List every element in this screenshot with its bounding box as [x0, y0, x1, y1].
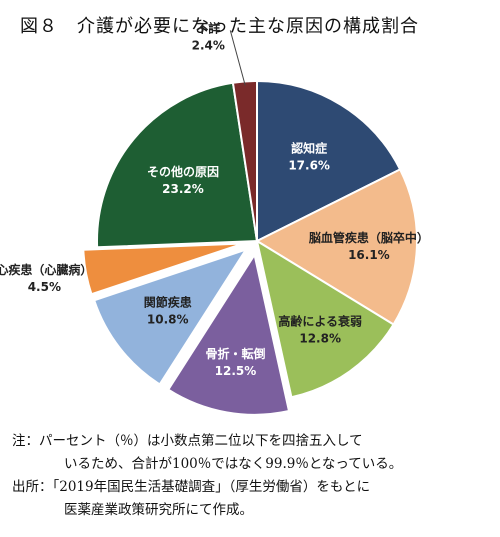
note-line-2: いるため、合計が100％ではなく99.9％となっている。 [64, 456, 403, 472]
pie-slice-8 [231, 79, 258, 242]
pie-slice-7 [96, 81, 259, 249]
slice-value-label-4: 12.5% [215, 364, 257, 378]
chart-title: 図８ 介護が必要になった主な原因の構成割合 [20, 16, 419, 37]
slice-value-label-2: 16.1% [348, 248, 390, 262]
slice-category-label-4: 骨折・転倒 [205, 346, 265, 361]
pie-slice-3 [255, 238, 395, 399]
slice-value-label-7: 23.2% [162, 182, 204, 196]
note-line-1: 注：パーセント（％）は小数点第二位以下を四捨五入して [12, 433, 363, 449]
slice-value-label-6: 4.5% [28, 280, 61, 294]
slice-category-label-5: 関節疾患 [144, 295, 192, 310]
slice-value-label-8: 2.4% [192, 38, 225, 52]
pie-slice-6 [82, 242, 244, 296]
slice-category-label-1: 認知症 [291, 141, 327, 156]
pie-chart: 認知症 17.6% 脳血管疾患（脳卒中） 16.1% 高齢による衰弱 12.8% 骨折・転倒… [0, 20, 429, 416]
slice-value-label-3: 12.8% [299, 332, 341, 346]
slice-category-label-2: 脳血管疾患（脳卒中） [309, 230, 429, 245]
pie-slice-2 [254, 168, 418, 326]
slice-category-label-7: その他の原因 [147, 164, 219, 179]
pie-slice-5 [92, 247, 249, 386]
slice-value-label-5: 10.8% [147, 313, 189, 327]
pie-slice-4 [166, 252, 291, 416]
source-line-1: 出所：「2019年国民生活基礎調査」（厚生労働省）をもとに [12, 479, 371, 495]
source-line-2: 医薬産業政策研究所にて作成。 [64, 502, 253, 518]
slice-category-label-8: 不詳 [196, 20, 220, 35]
pie-slice-1 [256, 79, 402, 243]
slice-value-label-1: 17.6% [288, 159, 330, 173]
slice-category-label-3: 高齢による衰弱 [278, 314, 362, 329]
notes: 注：パーセント（％）は小数点第二位以下を四捨五入して いるため、合計が100％で… [12, 430, 488, 522]
leader-line [229, 30, 246, 86]
slice-category-label-6: 心疾患（心臓病） [0, 262, 92, 277]
